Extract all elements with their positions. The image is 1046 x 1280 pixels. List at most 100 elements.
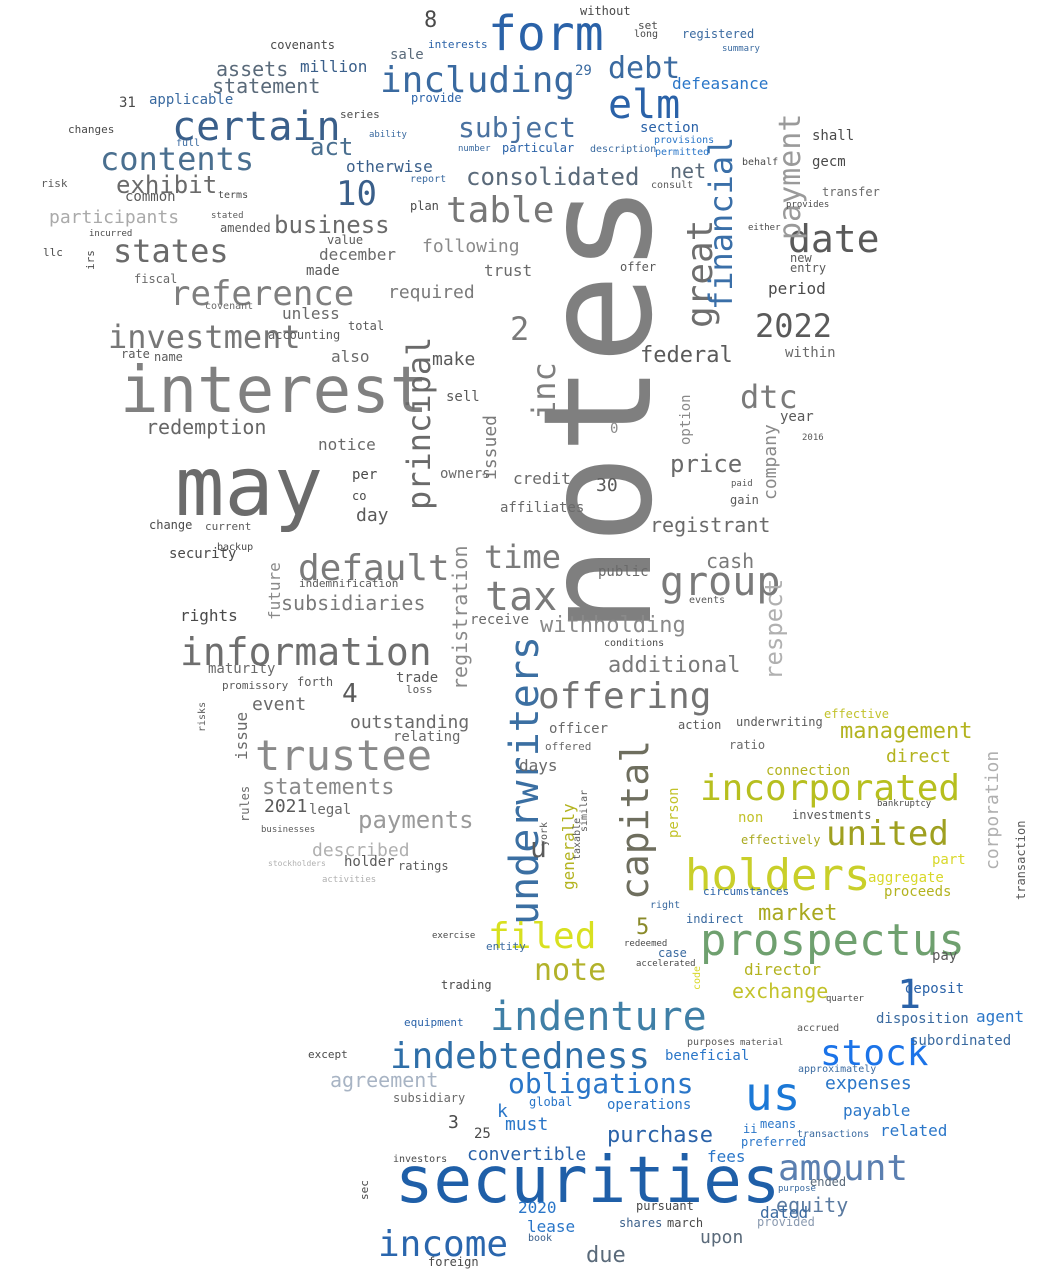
cloud-word-2020: 2020 — [518, 1198, 557, 1217]
cloud-word-purposes: purposes — [687, 1037, 735, 1048]
cloud-word-security: security — [169, 546, 236, 562]
cloud-word-company: company — [760, 424, 781, 500]
cloud-word-accelerated: accelerated — [636, 959, 696, 969]
cloud-word-act: act — [310, 133, 353, 161]
cloud-word-march: march — [667, 1216, 703, 1230]
cloud-word-stated: stated — [211, 211, 244, 221]
cloud-word-accounting: accounting — [268, 328, 340, 342]
cloud-word-million: million — [300, 57, 367, 76]
cloud-word-federal: federal — [640, 343, 733, 368]
cloud-word-corporation: corporation — [982, 751, 1003, 870]
cloud-word-subsidiaries: subsidiaries — [281, 591, 426, 615]
cloud-word-section: section — [640, 120, 699, 136]
cloud-word-officer: officer — [549, 721, 608, 737]
cloud-word-without: without — [580, 4, 631, 18]
cloud-word-elm: elm — [608, 82, 680, 128]
cloud-word-stock: stock — [820, 1033, 929, 1074]
cloud-word-irs: irs — [84, 250, 97, 270]
cloud-word-price: price — [670, 450, 742, 478]
cloud-word-fiscal: fiscal — [134, 272, 177, 286]
cloud-word-contents: contents — [100, 140, 254, 178]
cloud-word-connection: connection — [766, 763, 850, 779]
cloud-word-means: means — [760, 1117, 796, 1131]
cloud-word-29: 29 — [575, 63, 592, 79]
cloud-word-summary: summary — [722, 44, 761, 54]
cloud-word-default: default — [298, 548, 450, 589]
cloud-word-aggregate: aggregate — [868, 870, 944, 886]
cloud-word-statement: statement — [212, 74, 320, 98]
cloud-word-united: united — [826, 814, 949, 854]
cloud-word-lease: lease — [527, 1217, 575, 1236]
cloud-word-ratio: ratio — [729, 738, 765, 752]
cloud-word-value: value — [327, 233, 363, 247]
cloud-word-offering: offering — [538, 676, 711, 717]
cloud-word-co: co — [352, 489, 366, 503]
cloud-word-upon: upon — [700, 1227, 743, 1248]
cloud-word-transfer: transfer — [822, 185, 880, 199]
cloud-word-provide: provide — [411, 91, 462, 105]
cloud-word-beneficial: beneficial — [665, 1048, 749, 1064]
cloud-word-subordinated: subordinated — [910, 1033, 1011, 1049]
cloud-word-2021: 2021 — [264, 796, 307, 817]
cloud-word-indebtedness: indebtedness — [390, 1036, 650, 1077]
cloud-word-2016: 2016 — [802, 433, 824, 443]
cloud-word-current: current — [205, 520, 251, 533]
cloud-word-related: related — [880, 1121, 947, 1140]
cloud-word-december: december — [319, 245, 396, 264]
cloud-word-1: 1 — [897, 972, 921, 1018]
cloud-word-must: must — [505, 1114, 548, 1135]
cloud-word-assets: assets — [216, 57, 288, 81]
cloud-word-businesses: businesses — [261, 825, 315, 835]
cloud-word-subsidiary: subsidiary — [393, 1091, 465, 1105]
cloud-word-notes: notes — [512, 183, 686, 635]
cloud-word-long: long — [634, 29, 658, 40]
cloud-word-reference: reference — [170, 274, 354, 314]
cloud-word-foreign: foreign — [428, 1255, 479, 1269]
cloud-word-sell: sell — [446, 389, 480, 405]
cloud-word-behalf: behalf — [742, 157, 778, 168]
cloud-word-5: 5 — [636, 915, 649, 940]
cloud-word-direct: direct — [886, 746, 951, 767]
cloud-word-total: total — [348, 319, 384, 333]
cloud-word-global: global — [529, 1095, 572, 1109]
cloud-word-gecm: gecm — [812, 154, 846, 170]
cloud-word-risks: risks — [197, 702, 208, 732]
cloud-word-permitted: permitted — [655, 147, 709, 158]
cloud-word-provisions: provisions — [654, 135, 714, 146]
cloud-word-holders: holders — [685, 850, 870, 901]
cloud-word-pursuant: pursuant — [636, 1199, 694, 1213]
cloud-word-period: period — [768, 279, 826, 298]
cloud-word-similar: similar — [579, 790, 590, 832]
cloud-word-redeemed: redeemed — [624, 939, 667, 949]
cloud-word-right: right — [650, 900, 680, 911]
cloud-word-withholding: withholding — [540, 613, 686, 638]
cloud-word-issue: issue — [232, 712, 251, 760]
cloud-word-debt: debt — [608, 51, 680, 86]
cloud-word-entry: entry — [790, 261, 826, 275]
cloud-word-obligations: obligations — [508, 1067, 693, 1100]
cloud-word-except: except — [308, 1048, 348, 1061]
cloud-word-subject: subject — [458, 111, 576, 144]
cloud-word-set: set — [638, 19, 658, 32]
cloud-word-due: due — [586, 1243, 626, 1268]
cloud-word-made: made — [306, 263, 340, 279]
cloud-word-trust: trust — [484, 261, 532, 280]
cloud-word-dtc: dtc — [740, 378, 798, 416]
cloud-word-3: 3 — [448, 1112, 459, 1133]
cloud-word-ratings: ratings — [398, 859, 449, 873]
cloud-word-issued: issued — [480, 415, 501, 480]
cloud-word-30: 30 — [596, 475, 618, 496]
cloud-word-number: number — [458, 144, 491, 154]
cloud-word-consult: consult — [651, 180, 693, 191]
cloud-word-prospectus: prospectus — [700, 915, 965, 966]
cloud-word-statements: statements — [262, 775, 394, 800]
cloud-word-case: case — [658, 946, 687, 960]
cloud-word-particular: particular — [502, 141, 574, 155]
cloud-word-per: per — [352, 467, 377, 483]
cloud-word-25: 25 — [474, 1126, 491, 1142]
cloud-word-form: form — [488, 6, 604, 62]
cloud-word-plan: plan — [410, 199, 439, 213]
cloud-word-unless: unless — [282, 304, 340, 323]
cloud-word-receive: receive — [470, 612, 529, 628]
